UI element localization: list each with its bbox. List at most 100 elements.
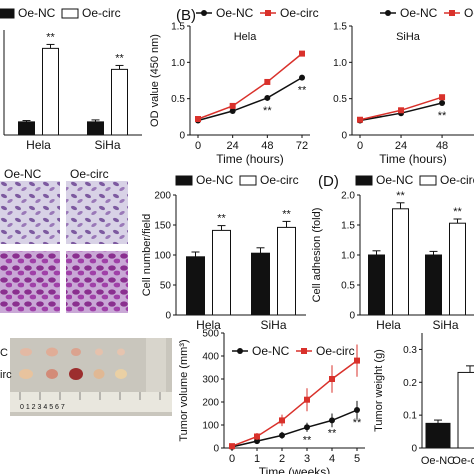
data-point-nc: [254, 438, 260, 445]
legend-swatch-circ: [239, 175, 257, 186]
y-tick-label: 1.5: [341, 221, 355, 232]
legend-swatch-nc: [175, 175, 193, 186]
legend-label-nc: Oe-NC: [400, 6, 438, 20]
vertical-ruler: [146, 338, 166, 392]
y-tick-label: 0: [349, 311, 355, 322]
data-point-circ: [299, 50, 305, 57]
data-point-circ: [304, 396, 310, 403]
y-tick-label: 200: [154, 191, 171, 202]
legend-label-circ: Oe-circ: [440, 173, 474, 187]
legend-label-circ: Oe-circ: [82, 6, 121, 20]
chart-title: Hela: [234, 31, 258, 43]
y-axis-label: Tumor weight (g): [373, 349, 385, 432]
photo-row-label-nc: C: [0, 347, 8, 359]
significance-label: **: [438, 110, 447, 122]
ruler: [10, 392, 172, 412]
photo-row-label-circ: irc: [0, 369, 12, 381]
x-tick-label: 24: [395, 140, 407, 152]
x-tick-label: SiHa: [432, 318, 458, 332]
y-tick-label: 1.0: [341, 251, 355, 262]
chart-B1: 0 0.5 1.0 1.5 0 24 48 72 ** ** Hela Time (hours) OD …: [149, 6, 319, 166]
panel-label-d: (D): [318, 173, 339, 190]
data-point-nc: [229, 108, 236, 115]
series-line-circ: [197, 53, 303, 120]
data-point-circ: [357, 116, 363, 123]
y-axis-label: Cell number/field: [141, 214, 153, 297]
chart-title: SiHa: [396, 31, 421, 43]
legend-swatch-nc: [355, 175, 373, 186]
y-tick-label: 0.5: [333, 94, 347, 105]
legend-swatch-nc: [0, 8, 15, 19]
data-point-circ: [398, 107, 405, 114]
legend-label-nc: Oe-NC: [18, 6, 56, 20]
y-tick-label: 0: [165, 311, 171, 322]
x-tick-label: Oe-circ: [452, 455, 474, 467]
legend-swatch-circ: [61, 8, 79, 19]
y-tick-label: 100: [154, 251, 171, 262]
y-axis-label: Tumor volume (mm³): [178, 339, 190, 441]
x-tick-label: 2: [279, 453, 285, 465]
significance-label: **: [453, 206, 462, 218]
bar-nc: [425, 254, 442, 316]
legend-swatch-circ: [419, 175, 437, 186]
static-layer: (B) (D) Oe-NC Oe-circ: [0, 7, 339, 416]
tumor: [69, 368, 83, 380]
data-point-circ: [229, 102, 236, 109]
y-tick-label: 1.0: [333, 58, 347, 69]
significance-label: **: [298, 85, 307, 97]
legend-marker-circ: [265, 10, 271, 16]
micrograph-circ-siha: [66, 251, 128, 313]
chart-D: 0 0.5 1.0 1.5 2.0 Hela ** SiHa ** Cell adhesion (…: [311, 173, 474, 332]
ruler-label: 0 1 2 3 4 5 6 7: [20, 404, 65, 411]
data-point-circ: [229, 443, 235, 450]
chart-C: 0 50 100 150 200 Hela ** SiHa ** Cell number/fiel…: [141, 173, 306, 332]
micrograph-grid: Oe-NC Oe-circ: [0, 167, 128, 313]
significance-label: **: [217, 213, 226, 225]
significance-label: **: [46, 31, 55, 43]
y-tick-label: 1.5: [333, 22, 347, 33]
y-tick-label: 500: [202, 329, 219, 340]
chart-E: 0 100 200 300 400 500 0 1 2 3 4 5 ** ** ** Time (weeks)…: [178, 329, 365, 474]
legend-marker-nc: [201, 10, 207, 16]
y-tick-label: 200: [202, 398, 219, 409]
data-point-circ: [254, 433, 260, 440]
data-point-circ: [329, 376, 335, 382]
chart-B2: 0 0.5 1.0 1.5 0 24 48 ** SiHa Time (hours) Oe-NC Oe…: [333, 6, 474, 166]
y-tick-label: 1.5: [171, 22, 185, 33]
data-point-nc: [439, 100, 446, 107]
data-point-nc: [264, 94, 271, 101]
tumor: [71, 348, 81, 356]
y-tick-label: 0.2: [403, 378, 417, 389]
y-tick-label: 100: [202, 421, 219, 432]
micrograph-label-circ: Oe-circ: [70, 167, 109, 181]
data-point-circ: [264, 78, 271, 85]
x-tick-label: 48: [261, 140, 273, 152]
y-tick-label: 0.1: [403, 411, 417, 422]
y-tick-label: 0.5: [171, 94, 185, 105]
y-axis-label: OD value (450 nm): [149, 34, 161, 127]
y-tick-label: 0: [341, 131, 347, 142]
bar-nc: [186, 256, 205, 316]
legend-label-circ: Oe-circ: [316, 344, 355, 358]
x-tick-label: 4: [329, 453, 335, 465]
x-tick-label: Hela: [26, 138, 51, 152]
x-tick-label: Oe-NC: [421, 455, 455, 467]
series-line-nc: [197, 76, 303, 122]
data-point-circ: [195, 116, 201, 123]
y-tick-label: 0: [179, 131, 185, 142]
tumor: [117, 348, 125, 356]
x-tick-label: 72: [296, 140, 308, 152]
significance-label: **: [396, 190, 405, 202]
x-tick-label: 0: [195, 140, 201, 152]
bar-circ: [449, 222, 466, 316]
data-point-circ: [279, 417, 285, 424]
x-axis-label: Time (hours): [379, 152, 447, 166]
x-tick-label: 24: [227, 140, 239, 152]
ruler-ticks: [19, 392, 161, 400]
data-point-nc: [299, 74, 305, 81]
micrograph-nc-siha: [0, 251, 60, 313]
tumor: [20, 348, 32, 356]
tumor: [93, 369, 105, 379]
bar-circ: [212, 229, 231, 316]
